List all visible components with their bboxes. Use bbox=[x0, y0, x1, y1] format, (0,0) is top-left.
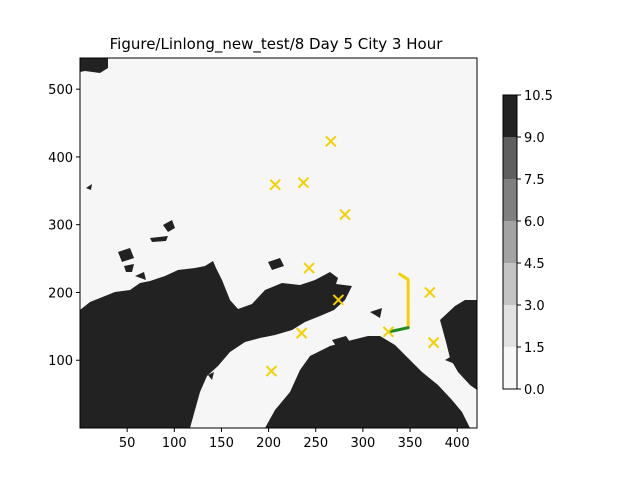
colorbar-segment bbox=[503, 95, 517, 137]
x-tick-label: 200 bbox=[256, 436, 281, 451]
colorbar-tick-label: 7.5 bbox=[524, 173, 545, 188]
land-islet bbox=[86, 184, 92, 190]
map-land-layer bbox=[80, 58, 477, 428]
land-islet bbox=[370, 308, 382, 318]
colorbar-segment bbox=[503, 305, 517, 347]
colorbar-segment bbox=[503, 347, 517, 389]
y-tick-label: 200 bbox=[48, 286, 73, 301]
city-markers bbox=[265, 135, 440, 377]
land-east-coast bbox=[440, 300, 477, 390]
route-path bbox=[398, 272, 410, 328]
x-tick-label: 300 bbox=[350, 436, 375, 451]
chart-title: Figure/Linlong_new_test/8 Day 5 City 3 H… bbox=[110, 35, 444, 54]
y-axis: 100 200 300 400 500 bbox=[48, 83, 80, 369]
city-marker-stroke bbox=[382, 326, 395, 338]
land-mainland bbox=[80, 261, 352, 428]
city-marker-stroke bbox=[339, 208, 351, 221]
y-tick-label: 500 bbox=[48, 83, 73, 98]
land-islet bbox=[268, 258, 284, 270]
city-marker-stroke bbox=[427, 336, 440, 349]
x-tick-label: 50 bbox=[119, 436, 136, 451]
city-marker-stroke bbox=[269, 179, 281, 191]
colorbar-tick-label: 4.5 bbox=[524, 257, 545, 272]
y-tick-label: 400 bbox=[48, 151, 73, 166]
colorbar-tick-label: 9.0 bbox=[524, 131, 545, 146]
city-marker bbox=[295, 327, 308, 339]
city-marker bbox=[265, 365, 278, 377]
land-islet bbox=[332, 336, 350, 346]
colorbar-tick-label: 3.0 bbox=[524, 299, 545, 314]
city-marker-stroke bbox=[295, 327, 308, 339]
city-marker bbox=[424, 286, 436, 299]
colorbar-tick-label: 10.5 bbox=[524, 89, 553, 104]
city-marker bbox=[427, 336, 440, 349]
plot-area bbox=[79, 57, 478, 429]
x-tick-label: 400 bbox=[445, 436, 470, 451]
land-islet bbox=[124, 264, 134, 272]
city-marker bbox=[332, 294, 345, 306]
x-axis: 50 100 150 200 250 300 350 400 bbox=[119, 428, 470, 451]
land-islet bbox=[462, 370, 472, 380]
land-islet bbox=[135, 272, 146, 280]
city-marker-stroke bbox=[297, 176, 310, 189]
land-islet bbox=[208, 372, 214, 380]
city-marker-stroke bbox=[325, 135, 337, 148]
colorbar-frame bbox=[502, 94, 518, 390]
city-marker bbox=[297, 176, 310, 189]
y-tick-label: 100 bbox=[48, 354, 73, 369]
land-islet bbox=[445, 356, 455, 364]
y-tick-label: 300 bbox=[48, 219, 73, 234]
x-tick-label: 350 bbox=[398, 436, 423, 451]
colorbar-tick-label: 0.0 bbox=[524, 383, 545, 398]
land-patch bbox=[80, 58, 108, 73]
colorbar-segment bbox=[503, 221, 517, 263]
city-marker bbox=[339, 208, 351, 221]
colorbar-tick-label: 1.5 bbox=[524, 341, 545, 356]
city-marker-stroke bbox=[265, 365, 278, 377]
city-marker bbox=[325, 135, 337, 148]
x-tick-label: 100 bbox=[162, 436, 187, 451]
land-islet bbox=[118, 248, 134, 262]
colorbar-segment bbox=[503, 179, 517, 221]
route-layer bbox=[387, 272, 410, 334]
city-marker-stroke bbox=[303, 262, 315, 274]
city-marker-stroke bbox=[332, 294, 345, 306]
city-marker bbox=[269, 179, 281, 191]
x-tick-label: 250 bbox=[303, 436, 328, 451]
city-marker-stroke bbox=[424, 286, 436, 299]
route-path bbox=[387, 326, 410, 334]
city-marker bbox=[382, 326, 395, 338]
x-tick-label: 150 bbox=[209, 436, 234, 451]
colorbar: 0.0 1.5 3.0 4.5 6.0 7.5 9.0 10.5 bbox=[502, 89, 553, 398]
land-islet bbox=[150, 236, 168, 242]
land-south-peninsula bbox=[265, 336, 470, 428]
colorbar-segment bbox=[503, 137, 517, 179]
colorbar-tick-label: 6.0 bbox=[524, 215, 545, 230]
city-marker bbox=[303, 262, 315, 274]
plot-frame bbox=[79, 57, 478, 429]
colorbar-segment bbox=[503, 263, 517, 305]
land-islet bbox=[163, 220, 175, 232]
